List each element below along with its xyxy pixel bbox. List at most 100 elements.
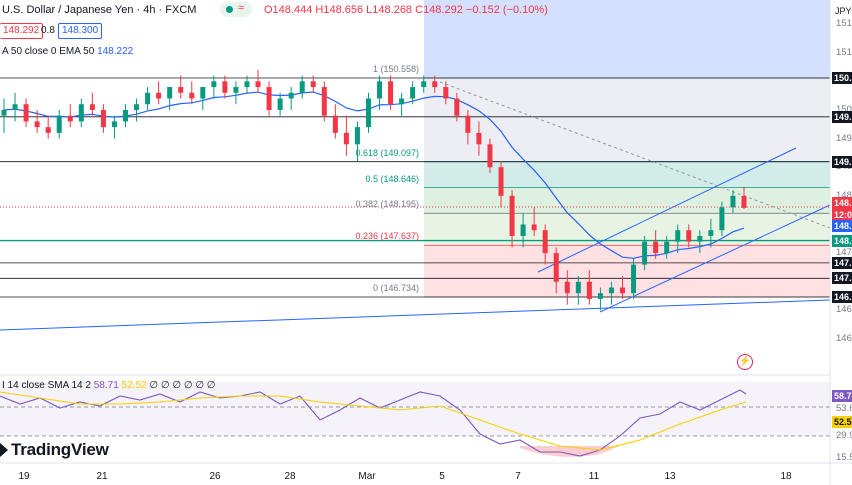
fib-label: 0 (146.734): [372, 283, 419, 293]
time-label: 5: [439, 471, 445, 482]
long-trendline[interactable]: [0, 299, 831, 331]
candle-body: [343, 132, 349, 145]
candle-body: [145, 92, 151, 105]
price-tick: 148.: [836, 189, 852, 201]
candle-body: [134, 104, 140, 110]
currency-label: JPY: [835, 6, 852, 16]
buy-button[interactable]: 148.300: [58, 23, 103, 39]
candle-body: [432, 81, 438, 88]
rsi-sma-value: 52.52: [121, 380, 147, 391]
candle-body: [730, 195, 736, 208]
change-value: −0.152 (−0.10%): [465, 4, 548, 16]
time-label: 19: [18, 471, 30, 482]
fib-label: 0.236 (147.637): [355, 231, 419, 242]
candle-body: [410, 87, 416, 99]
price-tag: 148.: [832, 220, 852, 233]
candle-body: [653, 241, 659, 254]
channel-lower-line[interactable]: [599, 204, 831, 313]
candle-body: [664, 241, 670, 254]
price-tick: 146.: [836, 333, 852, 345]
time-label: 28: [284, 471, 296, 482]
price-tick: 151.: [836, 46, 852, 58]
wave-icon: ≈: [238, 2, 245, 14]
candle-body: [1, 109, 7, 116]
candle-body: [178, 87, 184, 93]
rsi-sma-line: [0, 391, 747, 451]
candle-body: [255, 81, 261, 88]
trend-channel[interactable]: [537, 147, 831, 313]
time-label: 18: [780, 471, 792, 482]
flash-icon[interactable]: ⚡: [737, 354, 753, 370]
ema-value: 148.222: [97, 46, 134, 57]
candle-body: [564, 281, 570, 294]
rsi-legend[interactable]: I 14 close SMA 14 2 58.71 52.52 ∅ ∅ ∅ ∅ …: [2, 380, 216, 391]
candle-body: [586, 281, 592, 299]
open-value: O148.444: [264, 4, 313, 16]
price-tag: 147.: [832, 272, 852, 285]
candle-body: [56, 115, 62, 133]
price-tag: 147.: [832, 256, 852, 269]
candle-body: [487, 144, 493, 168]
candle-body: [78, 104, 84, 122]
candle-body: [310, 81, 316, 88]
symbol-title[interactable]: U.S. Dollar / Japanese Yen · 4h · FXCM: [2, 4, 197, 16]
candle-body: [620, 287, 626, 294]
candle-body: [122, 109, 128, 122]
candle-body: [686, 230, 692, 242]
fib-zone-4: [424, 245, 830, 297]
price-tag: 150.: [832, 72, 852, 84]
low-value: L148.268: [366, 4, 413, 16]
candle-body: [697, 235, 703, 242]
price-tick: 149.: [836, 132, 852, 144]
fib-label: 0.618 (149.097): [355, 147, 419, 158]
candle-body: [244, 81, 250, 88]
rsi-value-tag: 58.7: [832, 390, 852, 402]
candle-body: [189, 92, 195, 99]
candle-body: [89, 104, 95, 110]
fib-label: 1 (150.558): [372, 64, 419, 74]
time-label: 21: [96, 471, 108, 482]
fib-zone-top: [424, 0, 830, 78]
fib-zone-0: [424, 78, 830, 162]
candle-body: [608, 287, 614, 294]
candle-body: [167, 87, 173, 99]
ema-legend[interactable]: A 50 close 0 EMA 50 148.222: [2, 46, 133, 57]
candle-body: [277, 98, 283, 110]
candle-body: [100, 109, 106, 128]
tradingview-logo[interactable]: TradingView: [0, 440, 109, 460]
candle-body: [288, 92, 294, 99]
time-label: 13: [664, 471, 676, 482]
high-value: H148.656: [315, 4, 364, 16]
candle-body: [597, 293, 603, 299]
rsi-label: I 14 close SMA 14 2: [2, 380, 91, 391]
time-label: 11: [588, 471, 600, 482]
market-status-pill[interactable]: ≈: [220, 2, 252, 17]
close-value: C148.292: [415, 4, 463, 16]
fibonacci-retracement[interactable]: [424, 0, 830, 298]
candle-body: [332, 115, 338, 133]
candle-body: [708, 230, 714, 236]
price-tick: 150.: [836, 103, 852, 115]
spread-value: 0.8: [41, 25, 55, 36]
candle-body: [642, 241, 648, 265]
fib-label: 0.5 (148.646): [365, 173, 419, 184]
price-tag: 146.: [832, 291, 852, 303]
candle-body: [631, 264, 637, 294]
candle-body: [443, 87, 449, 99]
rsi-tick-1: 53.6: [836, 403, 852, 414]
candle-body: [45, 127, 51, 133]
time-label: 26: [209, 471, 221, 482]
sell-button[interactable]: 148.292: [0, 23, 44, 39]
candle-body: [675, 230, 681, 242]
candle-body: [388, 81, 394, 105]
candle-body: [156, 92, 162, 99]
candles: [1, 69, 747, 311]
candle-body: [111, 121, 117, 128]
rsi-nulls: ∅ ∅ ∅ ∅ ∅ ∅: [149, 380, 216, 391]
candle-body: [67, 115, 73, 122]
fib-label: 0.382 (148.195): [355, 199, 419, 210]
candle-body: [222, 81, 228, 93]
channel-upper-line[interactable]: [537, 147, 797, 273]
candle-body: [454, 98, 460, 116]
